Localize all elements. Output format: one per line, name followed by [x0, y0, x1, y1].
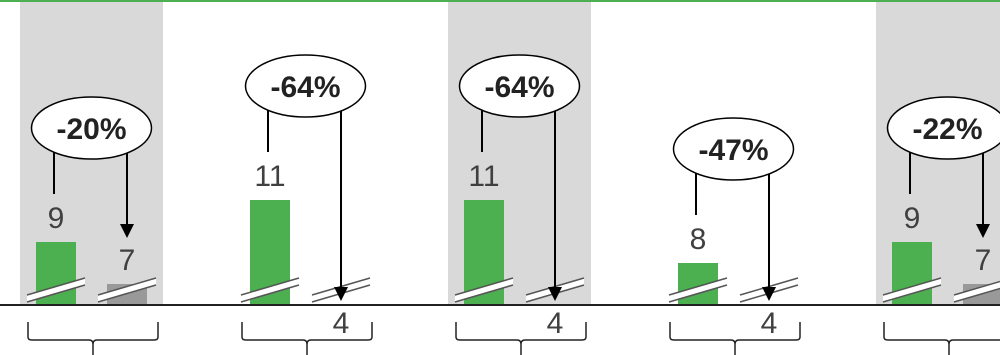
arrow-head — [334, 287, 348, 301]
axis-break-line — [26, 277, 86, 296]
value-label-after: 4 — [333, 307, 350, 340]
axis-break-gap — [455, 278, 513, 302]
axis-break-line — [26, 284, 86, 303]
axis-break-gap — [98, 278, 156, 302]
change-bubble — [672, 117, 795, 181]
group-bracket — [27, 322, 159, 355]
group-bracket — [455, 322, 587, 355]
axis-break-line — [882, 284, 942, 303]
axis-break-gap — [27, 278, 85, 302]
change-callout: -47% — [672, 117, 795, 301]
value-labels: 9 7 11 4 11 4 8 4 9 7 — [48, 160, 992, 340]
change-bubble — [30, 96, 153, 160]
value-label-after: 7 — [975, 244, 992, 277]
change-callout: -64% — [458, 54, 581, 301]
value-label-before: 11 — [468, 160, 499, 193]
group-bracket — [241, 322, 373, 355]
arrow-head — [120, 224, 134, 238]
change-callouts: -20% -64% -64% -47% -22% — [30, 54, 1000, 301]
group-brackets — [27, 322, 1000, 355]
value-label-before: 8 — [690, 223, 707, 256]
axis-break-before — [882, 277, 942, 303]
change-bubble — [458, 54, 581, 118]
arrow-head — [762, 287, 776, 301]
axis-break-gap — [954, 281, 1000, 302]
shaded-column-backgrounds — [20, 0, 1000, 305]
value-label-before: 11 — [254, 160, 285, 193]
axis-break-after — [97, 277, 157, 303]
value-label-after: 4 — [761, 307, 778, 340]
arrow-head — [976, 224, 990, 238]
axis-break-line — [953, 280, 1000, 296]
axis-break-before — [26, 277, 86, 303]
axis-break-before — [454, 277, 514, 303]
axis-break-before — [240, 277, 300, 303]
change-label: -22% — [912, 113, 982, 146]
value-label-after: 4 — [547, 307, 564, 340]
value-label-after: 7 — [119, 244, 136, 277]
axis-break-before — [668, 277, 728, 303]
axis-break-line — [240, 277, 300, 296]
axis-break-line — [454, 277, 514, 296]
group-bracket — [669, 322, 801, 355]
change-label: -20% — [56, 113, 126, 146]
axis-break-line — [668, 277, 728, 296]
value-label-before: 9 — [904, 202, 921, 235]
change-callout: -64% — [244, 54, 367, 301]
arrow-head — [548, 287, 562, 301]
axis-break-gap — [241, 278, 299, 302]
axis-break-line — [454, 284, 514, 303]
axis-break-line — [668, 284, 728, 303]
axis-break-line — [953, 287, 1000, 303]
axis-break-line — [240, 284, 300, 303]
change-label: -64% — [270, 71, 340, 104]
change-label: -47% — [698, 134, 768, 167]
change-bubble — [886, 96, 1000, 160]
axis-break-gap — [883, 278, 941, 302]
change-callout: -22% — [886, 96, 1000, 238]
axis-break-line — [97, 284, 157, 303]
change-label: -64% — [484, 71, 554, 104]
group-bracket — [883, 322, 1000, 355]
axis-break-after — [953, 280, 1000, 303]
change-bubble — [244, 54, 367, 118]
value-label-before: 9 — [48, 202, 65, 235]
axis-break-gap — [669, 278, 727, 302]
axis-break-line — [97, 277, 157, 296]
axis-break-line — [882, 277, 942, 296]
change-callout: -20% — [30, 96, 153, 238]
